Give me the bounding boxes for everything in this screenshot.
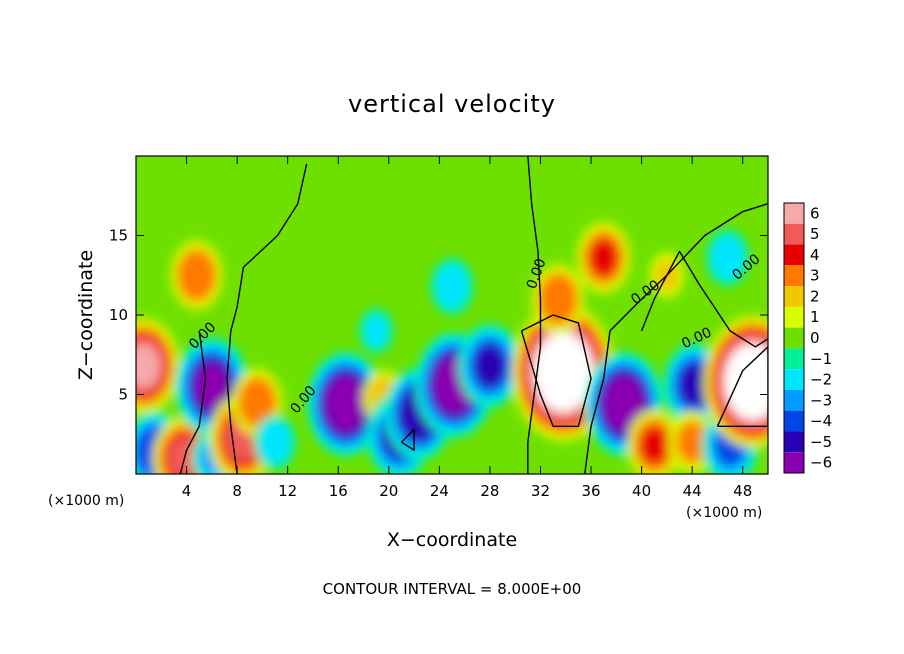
velocity-cell-18 xyxy=(544,280,572,318)
colorbar-label-7: −1 xyxy=(810,350,832,368)
velocity-cell-19 xyxy=(589,238,618,277)
velocity-cell-25 xyxy=(732,354,768,410)
velocity-cell-17 xyxy=(541,343,585,401)
zero-contour-7 xyxy=(716,346,768,427)
colorbar-swatch-2 xyxy=(784,244,804,266)
colorbar-swatch-3 xyxy=(784,265,804,287)
velocity-cell-9 xyxy=(328,380,364,428)
zero-contour-6 xyxy=(520,314,592,427)
contour-interval-text: CONTOUR INTERVAL = 8.000E+00 xyxy=(323,580,582,598)
colorbar-label-12: −6 xyxy=(810,454,832,472)
colorbar-swatch-6 xyxy=(784,327,804,349)
velocity-cell-20 xyxy=(606,380,642,428)
x-tick-label-11: 48 xyxy=(733,482,752,500)
x-axis-label: X−coordinate xyxy=(387,529,517,551)
x-tick-label-10: 44 xyxy=(683,482,702,500)
colorbar-label-1: 5 xyxy=(810,225,820,243)
colorbar-label-2: 4 xyxy=(810,246,820,264)
velocity-cell-23 xyxy=(678,423,707,461)
colorbar: 6 5 4 3 2 1 0 −1 −2 −3 −4 −5 −6 xyxy=(783,202,832,474)
colorbar-swatch-4 xyxy=(784,286,804,307)
x-tick-label-8: 36 xyxy=(581,482,600,500)
x-tick-label-7: 32 xyxy=(531,482,550,500)
colorbar-label-9: −3 xyxy=(810,391,832,409)
zero-contour-4 xyxy=(179,330,207,474)
x-unit-left: (×1000 m) xyxy=(48,493,124,509)
colorbar-frame xyxy=(783,202,805,474)
colorbar-swatch-8 xyxy=(784,369,804,390)
velocity-cell-0 xyxy=(136,343,161,388)
x-tick-label-9: 40 xyxy=(632,482,651,500)
velocity-cell-3 xyxy=(182,256,211,294)
colorbar-label-8: −2 xyxy=(810,371,832,389)
zero-contour-5 xyxy=(400,428,415,451)
x-tick-label-1: 8 xyxy=(232,482,242,500)
velocity-cell-14 xyxy=(474,345,506,387)
colorbar-swatch-5 xyxy=(784,306,804,328)
colorbar-swatch-7 xyxy=(784,348,804,370)
zero-contour-1 xyxy=(527,156,542,474)
velocity-cell-8 xyxy=(262,426,288,459)
y-tick-label-0: 5 xyxy=(118,386,128,404)
velocity-cell-26 xyxy=(714,240,741,275)
chart-title: vertical velocity xyxy=(348,90,556,118)
x-unit-right: (×1000 m) xyxy=(686,505,762,521)
zero-contour-3 xyxy=(640,250,768,348)
velocity-cell-7 xyxy=(243,384,271,421)
y-tick-label-1: 10 xyxy=(109,306,128,324)
zero-contour-0 xyxy=(226,163,308,474)
velocity-cell-22 xyxy=(679,364,711,406)
colorbar-swatch-11 xyxy=(784,431,804,453)
colorbar-swatch-10 xyxy=(784,410,804,432)
y-axis-label: Z−coordinate xyxy=(75,250,97,380)
x-tick-label-2: 12 xyxy=(278,482,297,500)
x-tick-label-5: 24 xyxy=(430,482,449,500)
x-tick-label-6: 28 xyxy=(480,482,499,500)
velocity-cell-2 xyxy=(168,437,200,474)
colorbar-swatch-12 xyxy=(784,452,804,473)
zero-contour-2 xyxy=(584,203,768,474)
x-tick-label-4: 20 xyxy=(379,482,398,500)
colorbar-swatch-9 xyxy=(784,389,804,411)
colorbar-label-6: 0 xyxy=(810,329,820,347)
colorbar-label-4: 2 xyxy=(810,287,820,305)
y-tick-label-2: 15 xyxy=(109,227,128,245)
colorbar-label-3: 3 xyxy=(810,267,820,285)
velocity-cell-15 xyxy=(439,269,465,304)
x-tick-label-0: 4 xyxy=(182,482,192,500)
colorbar-label-10: −4 xyxy=(810,412,832,430)
velocity-cell-16 xyxy=(363,314,389,347)
velocity-cell-21 xyxy=(640,426,669,465)
colorbar-label-0: 6 xyxy=(810,204,820,222)
colorbar-swatch-1 xyxy=(784,223,804,245)
x-tick-label-3: 16 xyxy=(329,482,348,500)
colorbar-label-5: 1 xyxy=(810,308,820,326)
colorbar-swatch-0 xyxy=(784,203,804,224)
plot-area xyxy=(136,156,768,474)
colorbar-label-11: −5 xyxy=(810,433,832,451)
